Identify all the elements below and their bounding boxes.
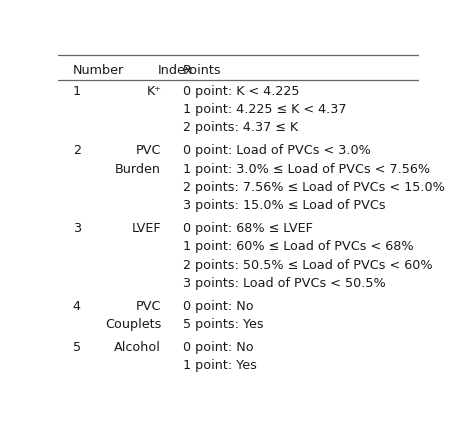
Text: 5 points: Yes: 5 points: Yes [183,318,263,331]
Text: 3 points: Load of PVCs < 50.5%: 3 points: Load of PVCs < 50.5% [183,277,385,290]
Text: 1 point: 3.0% ≤ Load of PVCs < 7.56%: 1 point: 3.0% ≤ Load of PVCs < 7.56% [183,162,430,176]
Text: 2 points: 4.37 ≤ K: 2 points: 4.37 ≤ K [183,121,298,134]
Text: Points: Points [183,64,221,77]
Text: Burden: Burden [115,162,161,176]
Text: 2: 2 [73,144,81,157]
Text: Number: Number [73,64,124,77]
Text: K⁺: K⁺ [146,85,161,98]
Text: 0 point: Load of PVCs < 3.0%: 0 point: Load of PVCs < 3.0% [183,144,371,157]
Text: 1 point: 60% ≤ Load of PVCs < 68%: 1 point: 60% ≤ Load of PVCs < 68% [183,240,413,253]
Text: 5: 5 [73,341,81,354]
Text: Index: Index [158,64,193,77]
Text: 2 points: 50.5% ≤ Load of PVCs < 60%: 2 points: 50.5% ≤ Load of PVCs < 60% [183,259,432,271]
Text: 3 points: 15.0% ≤ Load of PVCs: 3 points: 15.0% ≤ Load of PVCs [183,199,385,212]
Text: 3: 3 [73,222,81,235]
Text: 0 point: No: 0 point: No [183,341,254,354]
Text: Alcohol: Alcohol [114,341,161,354]
Text: 1 point: Yes: 1 point: Yes [183,359,257,372]
Text: 0 point: K < 4.225: 0 point: K < 4.225 [183,85,299,98]
Text: 1: 1 [73,85,81,98]
Text: Couplets: Couplets [105,318,161,331]
Text: PVC: PVC [136,300,161,312]
Text: 0 point: 68% ≤ LVEF: 0 point: 68% ≤ LVEF [183,222,313,235]
Text: 0 point: No: 0 point: No [183,300,254,312]
Text: 1 point: 4.225 ≤ K < 4.37: 1 point: 4.225 ≤ K < 4.37 [183,103,346,116]
Text: 2 points: 7.56% ≤ Load of PVCs < 15.0%: 2 points: 7.56% ≤ Load of PVCs < 15.0% [183,181,445,194]
Text: PVC: PVC [136,144,161,157]
Text: 4: 4 [73,300,81,312]
Text: LVEF: LVEF [131,222,161,235]
